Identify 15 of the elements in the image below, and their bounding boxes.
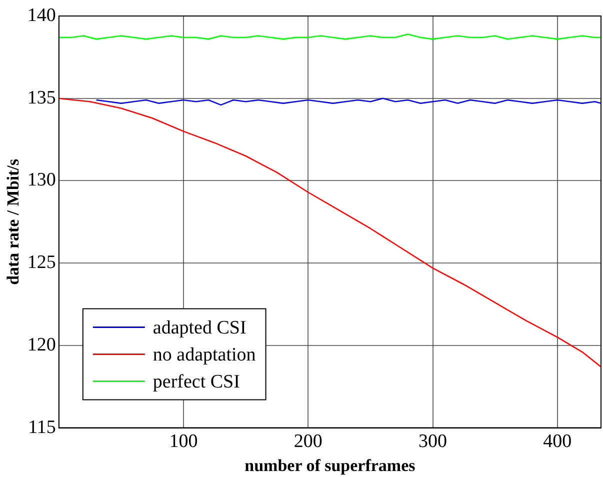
- x-tick-label: 300: [418, 431, 448, 452]
- y-axis-title: data rate / Mbit/s: [4, 158, 23, 285]
- x-axis-title: number of superframes: [244, 456, 416, 476]
- x-tick-label: 200: [294, 431, 322, 452]
- y-tick-label: 120: [27, 334, 56, 356]
- legend-label: adapted CSI: [152, 317, 246, 338]
- y-tick-label: 115: [28, 416, 56, 438]
- legend-label: no adaptation: [152, 344, 256, 366]
- x-tick-label: 100: [169, 431, 198, 452]
- y-tick-label: 140: [27, 4, 56, 26]
- legend-label: perfect CSI: [152, 371, 240, 392]
- y-tick-label: 135: [27, 87, 56, 108]
- x-tick-label: 400: [543, 431, 572, 452]
- y-tick-label: 130: [27, 170, 56, 191]
- y-tick-label: 125: [27, 252, 56, 274]
